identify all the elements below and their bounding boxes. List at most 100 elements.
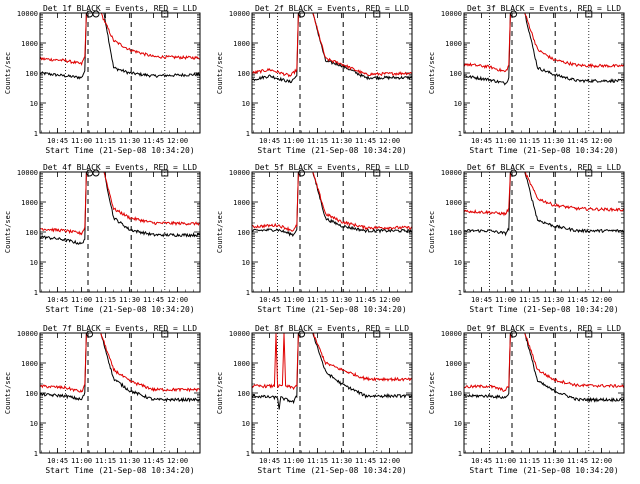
circle-marker [92, 169, 100, 177]
x-tick-label: 10:45 [47, 296, 68, 304]
x-tick-label: 11:15 [519, 296, 540, 304]
y-axis-label: Counts/sec [4, 52, 12, 94]
y-tick-label: 10000 [441, 169, 462, 177]
panel-det-9: Det 9f BLACK = Events, RED = LLD Counts/s… [428, 324, 625, 475]
x-axis-label: Start Time (21-Sep-08 10:34:20) [469, 305, 618, 314]
circle-marker [510, 330, 518, 338]
x-tick-label: 11:00 [495, 296, 516, 304]
x-tick-label: 11:30 [543, 457, 564, 465]
circle-marker [86, 330, 94, 338]
plot-frame [39, 332, 201, 454]
square-marker [585, 169, 593, 177]
square-marker [161, 169, 169, 177]
series-line-events [40, 172, 200, 245]
x-tick-label: 11:30 [119, 137, 140, 145]
x-tick-label: 12:00 [379, 457, 400, 465]
y-tick-label: 1000 [445, 360, 462, 368]
panel-title: Det 4f BLACK = Events, RED = LLD [43, 163, 197, 172]
series-line-events [252, 172, 412, 238]
x-tick-label: 11:30 [331, 457, 352, 465]
x-axis-label: Start Time (21-Sep-08 10:34:20) [45, 305, 194, 314]
x-tick-label: 11:15 [307, 137, 328, 145]
series-line-events [252, 13, 412, 84]
panel-title: Det 9f BLACK = Events, RED = LLD [467, 324, 621, 333]
x-tick-label: 10:45 [471, 457, 492, 465]
x-axis-label: Start Time (21-Sep-08 10:34:20) [257, 466, 406, 475]
y-tick-label: 1 [246, 289, 250, 297]
y-tick-label: 1 [458, 450, 462, 458]
x-tick-label: 12:00 [379, 137, 400, 145]
y-tick-label: 100 [25, 229, 38, 237]
x-tick-label: 12:00 [379, 296, 400, 304]
x-tick-label: 11:45 [567, 457, 588, 465]
x-tick-label: 11:00 [495, 457, 516, 465]
panel-det-6: Det 6f BLACK = Events, RED = LLD Counts/s… [428, 163, 625, 314]
circle-marker [92, 10, 100, 18]
x-tick-label: 10:45 [47, 137, 68, 145]
y-tick-label: 1 [34, 289, 38, 297]
y-tick-label: 1000 [21, 40, 38, 48]
panel-title: Det 3f BLACK = Events, RED = LLD [467, 4, 621, 13]
x-tick-label: 12:00 [167, 296, 188, 304]
panel-det-8: Det 8f BLACK = Events, RED = LLD Counts/s… [216, 324, 413, 475]
x-tick-label: 11:15 [307, 457, 328, 465]
panel-det-7: Det 7f BLACK = Events, RED = LLD Counts/s… [4, 324, 201, 475]
x-axis-label: Start Time (21-Sep-08 10:34:20) [45, 146, 194, 155]
y-tick-label: 100 [237, 70, 250, 78]
y-tick-label: 10000 [229, 169, 250, 177]
panel-det-4: Det 4f BLACK = Events, RED = LLD Counts/s… [4, 163, 201, 314]
plot-frame [39, 12, 201, 134]
square-marker [161, 10, 169, 18]
series-line-lld [464, 13, 624, 73]
y-tick-label: 10 [454, 259, 462, 267]
series-line-lld [252, 333, 412, 391]
series-line-lld [40, 333, 200, 393]
x-tick-label: 11:15 [95, 296, 116, 304]
x-tick-label: 11:30 [543, 137, 564, 145]
y-tick-label: 1 [246, 130, 250, 138]
y-tick-label: 1000 [21, 360, 38, 368]
x-tick-label: 11:30 [331, 296, 352, 304]
series-line-lld [464, 333, 624, 392]
y-tick-label: 1000 [233, 199, 250, 207]
x-axis-label: Start Time (21-Sep-08 10:34:20) [257, 146, 406, 155]
x-tick-label: 11:45 [355, 137, 376, 145]
circle-marker [510, 10, 518, 18]
y-tick-label: 100 [449, 229, 462, 237]
y-axis-label: Counts/sec [428, 52, 436, 94]
x-tick-label: 11:15 [519, 137, 540, 145]
x-tick-label: 11:00 [283, 137, 304, 145]
x-tick-label: 10:45 [471, 296, 492, 304]
x-tick-label: 10:45 [471, 137, 492, 145]
x-tick-label: 10:45 [47, 457, 68, 465]
x-tick-label: 11:15 [307, 296, 328, 304]
x-tick-label: 11:45 [143, 296, 164, 304]
y-tick-label: 100 [25, 70, 38, 78]
y-tick-label: 1000 [233, 360, 250, 368]
series-line-events [464, 333, 624, 403]
square-marker [585, 330, 593, 338]
x-tick-label: 11:00 [71, 296, 92, 304]
x-tick-label: 11:45 [567, 296, 588, 304]
x-tick-label: 12:00 [591, 296, 612, 304]
series-line-lld [252, 172, 412, 232]
square-marker [373, 330, 381, 338]
circle-marker [298, 330, 306, 338]
x-tick-label: 12:00 [167, 457, 188, 465]
circle-marker [298, 10, 306, 18]
x-tick-label: 12:00 [591, 137, 612, 145]
y-tick-label: 1000 [233, 40, 250, 48]
y-tick-label: 1000 [445, 199, 462, 207]
panel-title: Det 5f BLACK = Events, RED = LLD [255, 163, 409, 172]
y-tick-label: 10 [454, 420, 462, 428]
x-tick-label: 10:45 [259, 296, 280, 304]
square-marker [161, 330, 169, 338]
x-tick-label: 11:00 [283, 457, 304, 465]
x-tick-label: 12:00 [591, 457, 612, 465]
y-tick-label: 100 [25, 390, 38, 398]
plot-frame [463, 171, 625, 293]
y-tick-label: 100 [449, 390, 462, 398]
plot-frame [251, 332, 413, 454]
panel-title: Det 8f BLACK = Events, RED = LLD [255, 324, 409, 333]
